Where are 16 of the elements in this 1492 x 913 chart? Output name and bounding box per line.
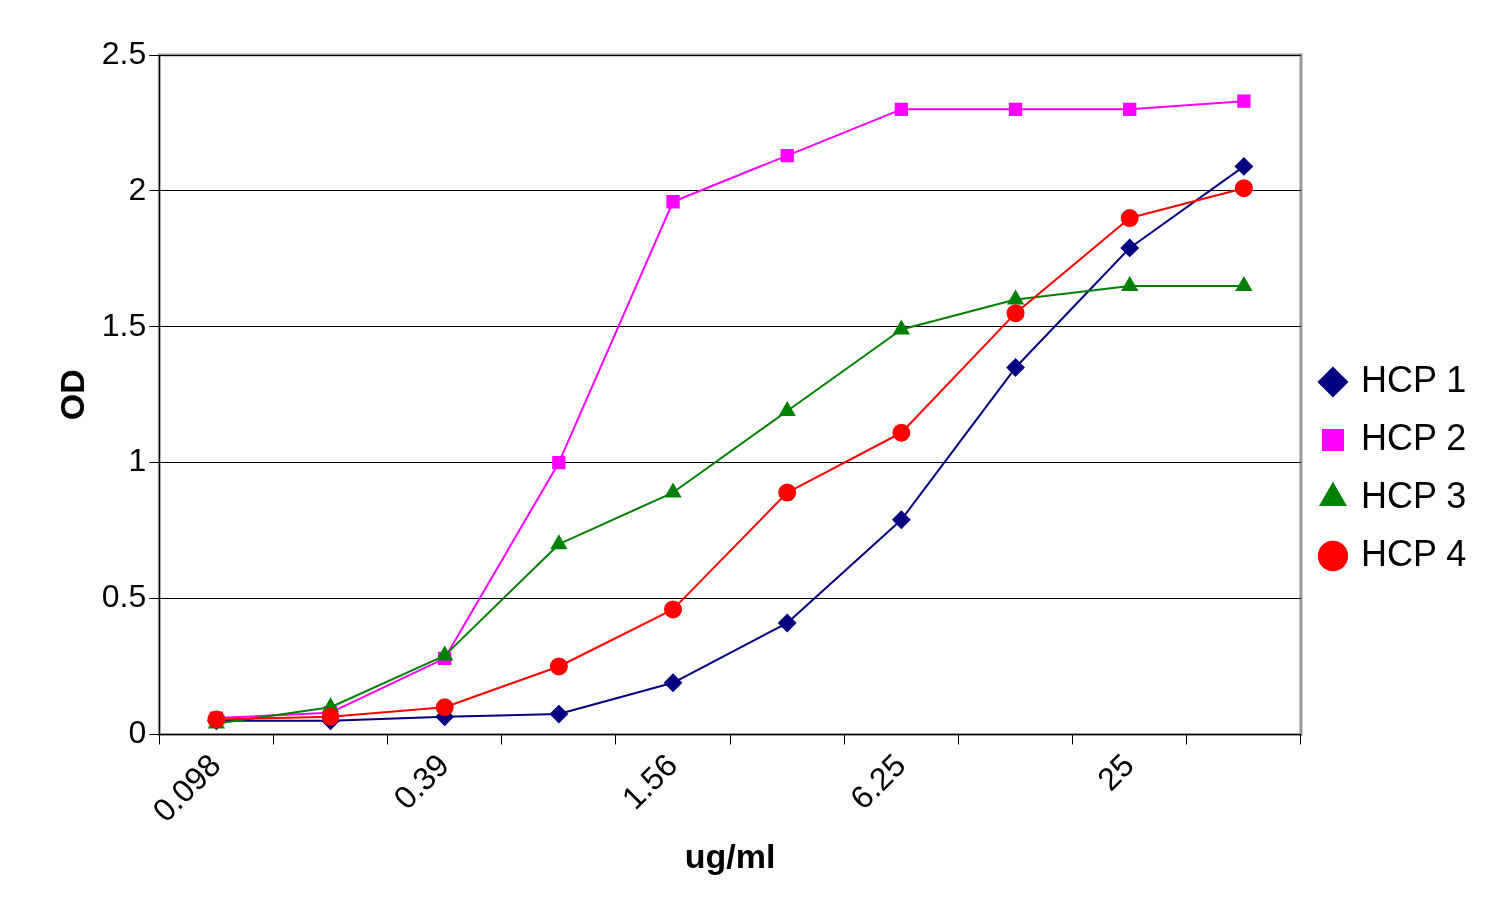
x-tick-label: 25 [1090, 746, 1141, 798]
legend-label: HCP 2 [1360, 416, 1467, 458]
y-tick-label: 0 [128, 714, 147, 751]
x-tick-label: 1.56 [614, 746, 685, 817]
y-tick-label: 0.5 [101, 578, 147, 615]
y-tick-label: 2 [128, 170, 147, 207]
y-tick-label: 1 [128, 442, 147, 479]
legend-label: HCP 1 [1360, 358, 1467, 400]
x-tick-label: 6.25 [843, 746, 913, 817]
x-axis-title: ug/ml [684, 836, 776, 875]
x-tick-label: 0.39 [386, 746, 456, 817]
legend-label: HCP 4 [1360, 532, 1467, 574]
y-tick-label: 2.5 [101, 34, 147, 71]
y-axis-title: OD [52, 369, 91, 421]
legend-label: HCP 3 [1360, 474, 1467, 516]
y-tick-label: 1.5 [101, 306, 147, 343]
